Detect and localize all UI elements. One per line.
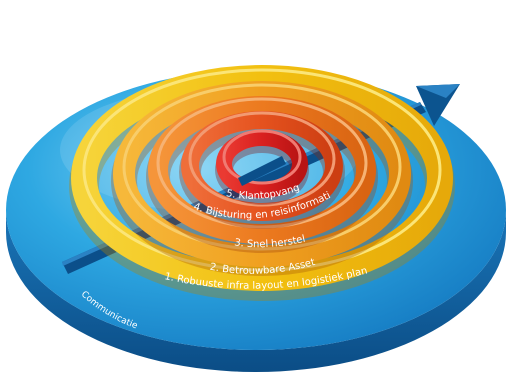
core-arrow-icon (238, 156, 286, 186)
ring-4 (179, 111, 345, 229)
label-alertheid: 0. Alertheid (233, 371, 292, 383)
arrow-head-highlight (416, 84, 460, 98)
ring-5 (215, 129, 309, 205)
